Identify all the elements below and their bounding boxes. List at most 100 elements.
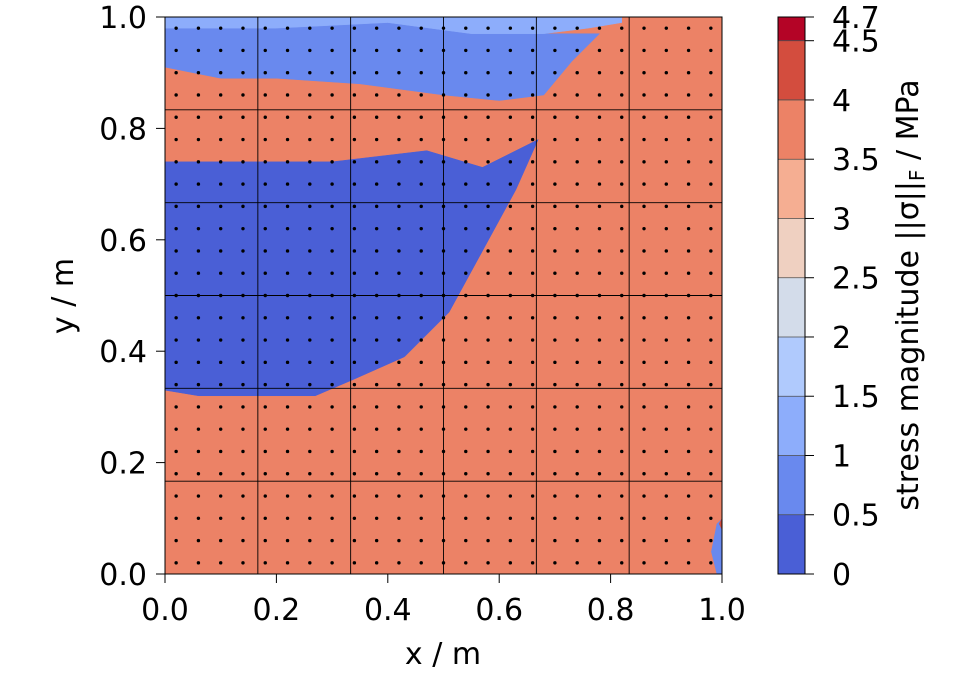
sample-point [508,271,513,275]
sample-point [464,48,468,53]
sample-point [709,516,713,520]
sample-point [419,472,423,476]
sample-point [620,93,624,97]
sample-point [642,160,646,164]
y-tick-label: 0.8 [99,112,147,147]
sample-point [308,115,312,119]
sample-point [219,405,223,409]
sample-point [686,249,691,253]
sample-point [241,360,245,365]
sample-point [330,338,334,342]
sample-point [664,472,668,476]
sample-point [419,26,423,30]
sample-point [441,71,446,75]
sample-point [263,249,267,253]
sample-point [330,538,334,543]
sample-point [174,538,178,543]
sample-point [664,360,668,365]
sample-point [575,226,579,231]
sample-point [530,71,535,75]
sample-point [530,182,535,186]
sample-point [664,226,668,231]
sample-point [530,516,535,520]
sample-point [419,338,423,342]
sample-point [686,160,691,164]
sample-point [709,115,713,119]
contour-region-10 [165,17,622,34]
sample-point [241,472,245,476]
sample-point [597,93,602,97]
sample-point [219,338,223,342]
sample-point [330,182,334,186]
sample-point [553,360,557,365]
sample-point [285,115,290,119]
sample-point [486,561,490,565]
sample-point [441,48,446,53]
sample-point [174,516,178,520]
sample-point [530,382,535,387]
sample-point [397,472,401,476]
sample-point [709,71,713,75]
sample-point [664,26,668,30]
sample-point [285,561,290,565]
x-tick-label: 0.4 [364,593,412,628]
sample-point [464,427,468,431]
sample-point [374,427,379,431]
sample-point [530,449,535,454]
sample-point [219,182,223,186]
contour-region-7 [718,518,722,530]
sample-point [530,405,535,409]
sample-point [486,516,490,520]
sample-point [241,382,245,387]
sample-point [263,293,267,298]
sample-point [196,538,201,543]
sample-point [620,338,624,342]
sample-point [374,538,379,543]
sample-point [241,293,245,298]
sample-point [597,160,602,164]
sample-point [308,316,312,320]
sample-point [419,204,423,209]
sample-point [486,338,490,342]
sample-point [241,182,245,186]
colorbar-tick-label: 2.5 [832,262,880,297]
sample-point [241,561,245,565]
sample-point [597,48,602,53]
sample-point [308,449,312,454]
sample-point [664,405,668,409]
sample-point [330,48,334,53]
sample-point [196,226,201,231]
sample-point [374,449,379,454]
sample-point [553,226,557,231]
sample-point [530,249,535,253]
sample-point [174,48,178,53]
sample-point [397,93,401,97]
sample-point [486,249,490,253]
sample-point [575,160,579,164]
sample-point [530,293,535,298]
sample-point [508,226,513,231]
sample-point [642,93,646,97]
sample-point [352,472,357,476]
sample-point [441,382,446,387]
sample-point [464,382,468,387]
sample-point [709,494,713,498]
x-tick-label: 0.0 [141,593,189,628]
sample-point [664,48,668,53]
sample-point [330,405,334,409]
sample-point [263,516,267,520]
sample-point [174,316,178,320]
sample-point [508,115,513,119]
sample-point [686,137,691,142]
sample-point [397,293,401,298]
sample-point [464,494,468,498]
sample-point [464,472,468,476]
sample-point [397,405,401,409]
sample-point [597,115,602,119]
sample-point [174,204,178,209]
sample-point [285,427,290,431]
sample-point [597,360,602,365]
y-tick-label: 1.0 [99,1,147,36]
sample-point [397,271,401,275]
sample-point [374,137,379,142]
